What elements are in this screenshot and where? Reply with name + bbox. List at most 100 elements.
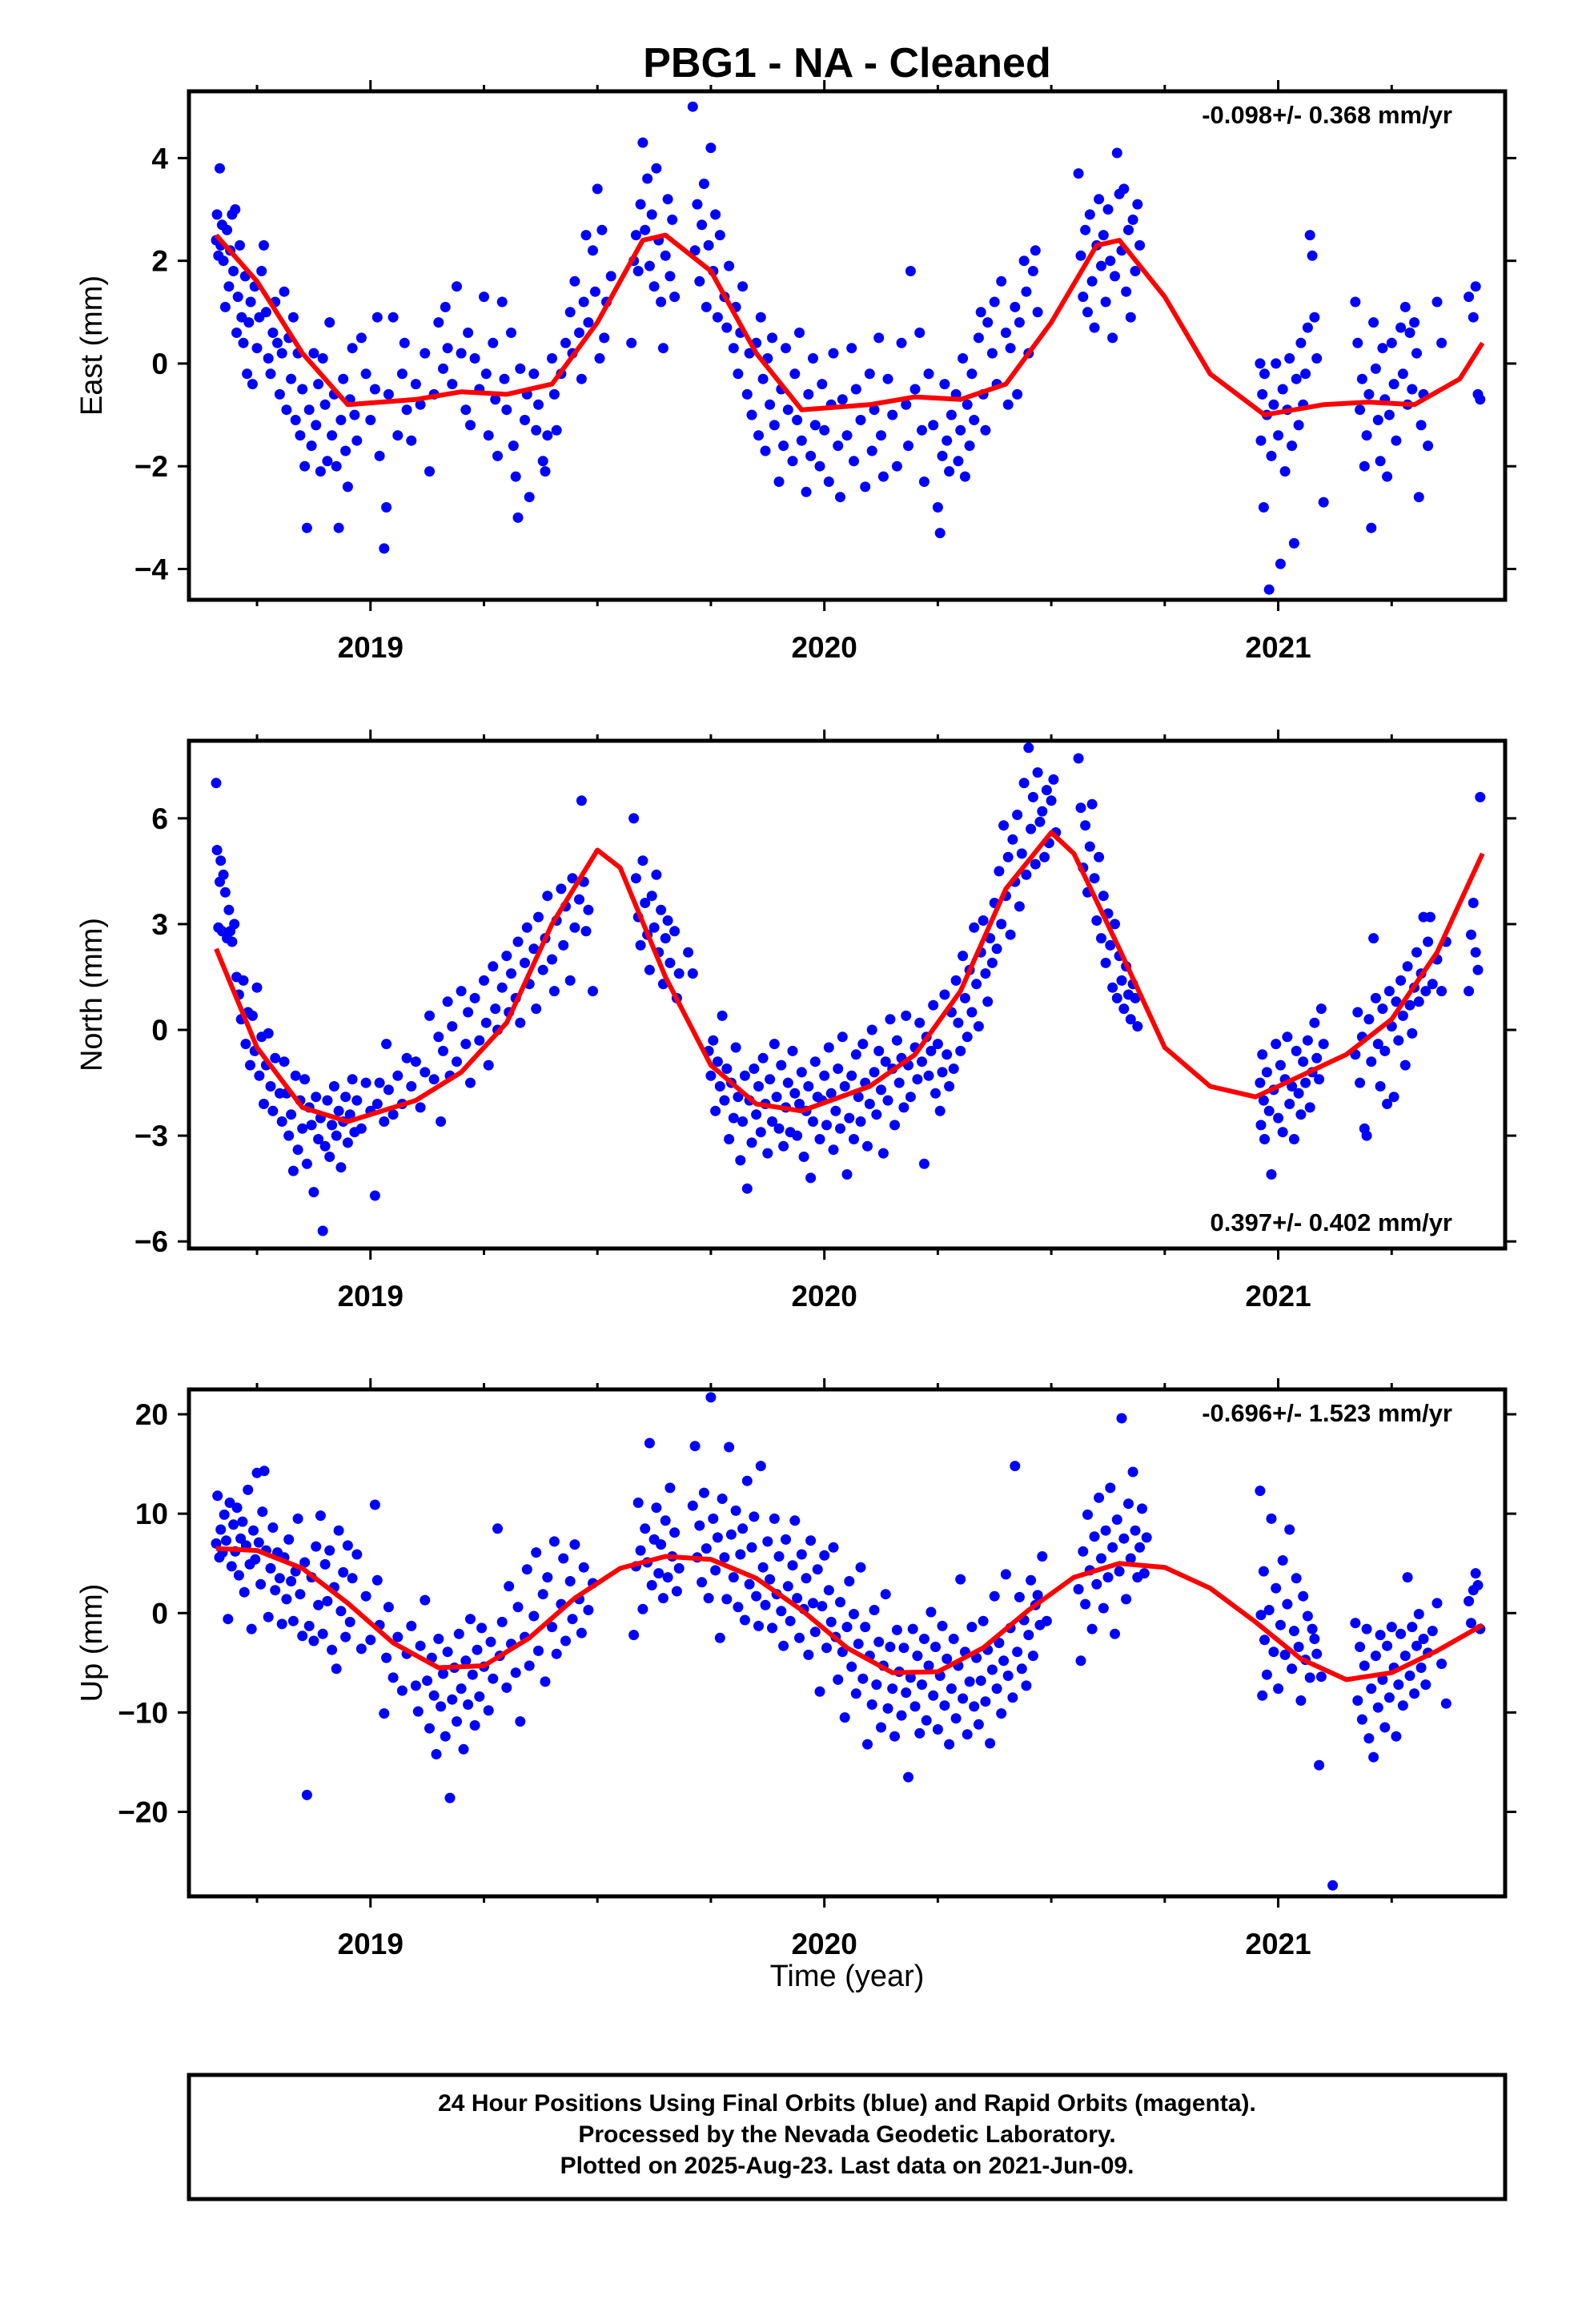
data-point xyxy=(855,415,866,425)
data-point xyxy=(994,866,1005,877)
data-point xyxy=(725,1529,737,1540)
y-tick-label: −3 xyxy=(135,1120,168,1152)
data-point xyxy=(640,898,651,908)
data-point xyxy=(592,183,603,195)
data-point xyxy=(424,1010,435,1021)
data-point xyxy=(889,1120,900,1131)
data-point xyxy=(841,430,853,441)
data-point xyxy=(1355,404,1366,416)
data-point xyxy=(460,1655,472,1667)
data-point xyxy=(297,1123,308,1134)
data-point xyxy=(1075,802,1086,814)
footer-frame xyxy=(187,2073,1508,2201)
data-point xyxy=(787,456,798,467)
data-point xyxy=(1284,353,1295,364)
data-point xyxy=(1375,456,1386,467)
data-point xyxy=(1314,1759,1325,1771)
data-point xyxy=(1125,1553,1136,1564)
data-point xyxy=(453,1628,464,1639)
data-point xyxy=(739,1070,750,1081)
data-point xyxy=(533,399,544,410)
data-point xyxy=(238,337,249,348)
data-point xyxy=(1315,1671,1327,1683)
data-point xyxy=(1021,1680,1032,1691)
data-point xyxy=(1121,1594,1132,1605)
data-point xyxy=(259,1099,269,1109)
data-point xyxy=(792,415,803,425)
data-point xyxy=(812,1564,823,1575)
data-point xyxy=(1466,929,1476,940)
data-point xyxy=(714,230,725,241)
data-point xyxy=(251,982,263,993)
data-point xyxy=(996,1708,1007,1719)
data-point xyxy=(1100,296,1111,308)
data-point xyxy=(803,1649,814,1660)
data-point xyxy=(1263,584,1275,595)
data-point xyxy=(724,1441,735,1453)
data-point xyxy=(864,1099,875,1109)
data-point xyxy=(480,1017,492,1028)
data-point xyxy=(580,926,592,937)
data-point xyxy=(973,1021,984,1032)
data-point xyxy=(1375,1081,1386,1092)
data-point xyxy=(211,1538,222,1549)
data-point xyxy=(909,1701,921,1712)
data-point xyxy=(347,343,358,354)
data-point xyxy=(735,1549,746,1560)
x-tick-label: 2019 xyxy=(338,631,404,664)
data-point xyxy=(885,1014,896,1025)
data-point xyxy=(724,260,735,271)
data-point xyxy=(628,1630,640,1641)
data-point xyxy=(948,1063,959,1074)
data-point xyxy=(744,348,755,359)
data-point xyxy=(1302,1610,1313,1622)
data-point xyxy=(1372,1039,1383,1050)
data-point xyxy=(424,1723,435,1734)
data-point xyxy=(760,445,771,456)
data-point xyxy=(270,1585,281,1596)
data-point xyxy=(1288,537,1299,549)
data-point xyxy=(319,1140,331,1152)
data-point xyxy=(485,1636,496,1647)
data-point xyxy=(1379,1045,1391,1056)
data-point xyxy=(276,1618,287,1630)
data-point xyxy=(1263,1105,1275,1116)
data-point xyxy=(1111,1514,1122,1526)
data-point xyxy=(819,424,830,436)
data-point xyxy=(286,1576,297,1586)
data-point xyxy=(1257,1690,1268,1701)
data-point xyxy=(914,1727,926,1739)
data-point xyxy=(887,409,898,420)
data-point xyxy=(966,1007,978,1018)
data-point xyxy=(515,1017,526,1028)
data-point xyxy=(371,1574,383,1586)
data-point xyxy=(1082,307,1093,318)
data-point xyxy=(1399,301,1411,312)
data-point xyxy=(1277,384,1288,395)
data-point xyxy=(712,1532,723,1543)
data-point xyxy=(327,1644,338,1655)
data-point xyxy=(1359,1660,1370,1671)
data-point xyxy=(1391,1731,1402,1742)
data-point xyxy=(1100,957,1111,968)
y-tick-label: −20 xyxy=(118,1796,168,1829)
data-point xyxy=(667,214,678,225)
data-point xyxy=(1080,820,1091,831)
data-point xyxy=(371,1099,383,1109)
data-point xyxy=(986,957,998,968)
data-point xyxy=(1096,933,1106,944)
data-point xyxy=(757,1052,769,1063)
data-point xyxy=(335,415,347,425)
data-point xyxy=(1361,430,1372,441)
data-point xyxy=(1089,322,1100,333)
data-point xyxy=(697,219,708,231)
data-point xyxy=(809,420,821,431)
data-point xyxy=(866,1024,877,1035)
footer-line-2: Processed by the Nevada Geodetic Laborat… xyxy=(578,2121,1115,2148)
data-point xyxy=(1258,502,1269,513)
data-point xyxy=(705,143,717,154)
data-point xyxy=(765,399,776,410)
data-point xyxy=(839,1081,850,1092)
data-point xyxy=(1388,1092,1399,1103)
